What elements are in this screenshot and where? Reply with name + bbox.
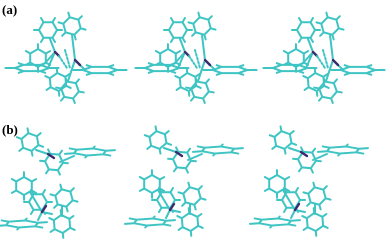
panel-label: (a) bbox=[2, 2, 17, 17]
molecule-dimer bbox=[0, 124, 376, 241]
panel-label: (b) bbox=[2, 122, 18, 137]
molecule bbox=[5, 11, 384, 104]
